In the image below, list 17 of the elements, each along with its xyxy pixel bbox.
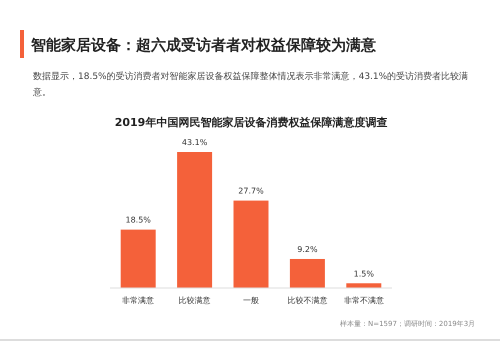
- x-tick-label: 一般: [243, 296, 259, 305]
- chart-subtitle: 2019年中国网民智能家居设备消费权益保障满意度调查: [114, 116, 388, 129]
- bar: [177, 152, 212, 288]
- text: 数据显示，18.5%的受访消费者对智能家居设备权益保障整体情况表示非常满意，43.1%的受访消费者比较满意。: [32, 71, 468, 98]
- data-label: 9.2%: [297, 244, 318, 254]
- bar: [290, 258, 325, 288]
- data-label: 18.5%: [125, 216, 152, 225]
- data-label: 43.1%: [182, 138, 208, 147]
- x-tick-label: 比较不满意: [287, 296, 328, 305]
- x-tick-label: 非常不满意: [344, 296, 384, 305]
- bar: [234, 200, 268, 288]
- data-label: 1.5%: [354, 269, 374, 278]
- chart-title: 智能家居设备：超六成受访者者对权益保障较为满意: [30, 36, 377, 54]
- bar: [120, 230, 156, 288]
- x-tick-label: 非常满意: [122, 296, 154, 305]
- data-label: 27.7%: [238, 186, 264, 196]
- x-tick-label: 比较满意: [178, 296, 211, 305]
